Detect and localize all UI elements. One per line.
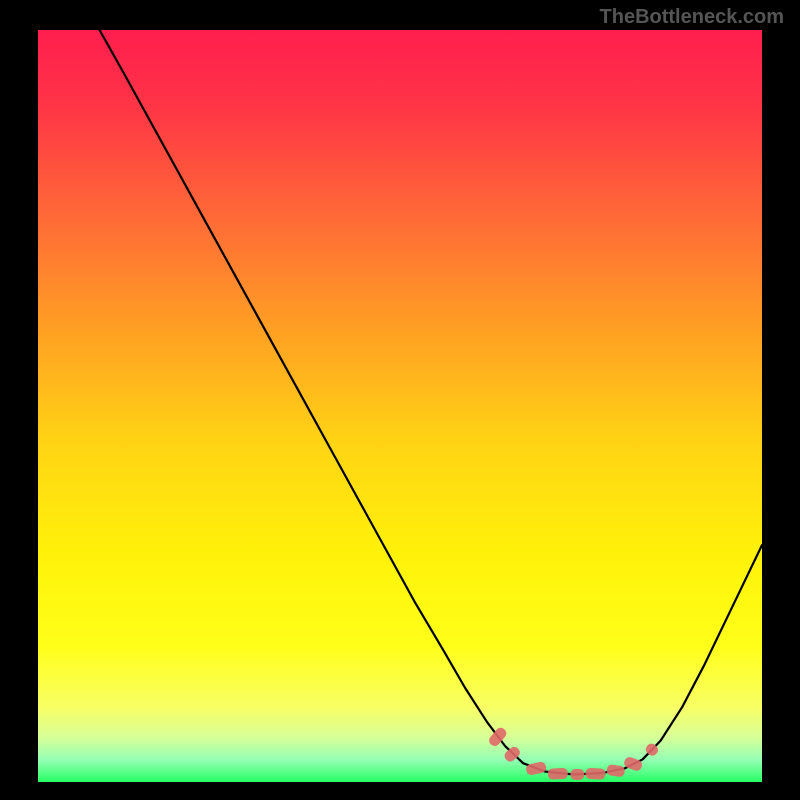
curve-marker xyxy=(606,764,625,777)
plot-area xyxy=(38,30,762,782)
curve-marker xyxy=(570,769,584,780)
curve-marker xyxy=(623,756,644,772)
marker-group xyxy=(487,726,660,780)
curve-marker xyxy=(548,768,569,780)
curve-overlay xyxy=(38,30,762,782)
curve-marker xyxy=(585,768,606,780)
chart-container: TheBottleneck.com xyxy=(0,0,800,800)
curve-marker xyxy=(525,761,547,776)
watermark-text: TheBottleneck.com xyxy=(600,6,784,29)
bottleneck-curve xyxy=(100,30,762,774)
watermark-label: TheBottleneck.com xyxy=(600,6,784,28)
